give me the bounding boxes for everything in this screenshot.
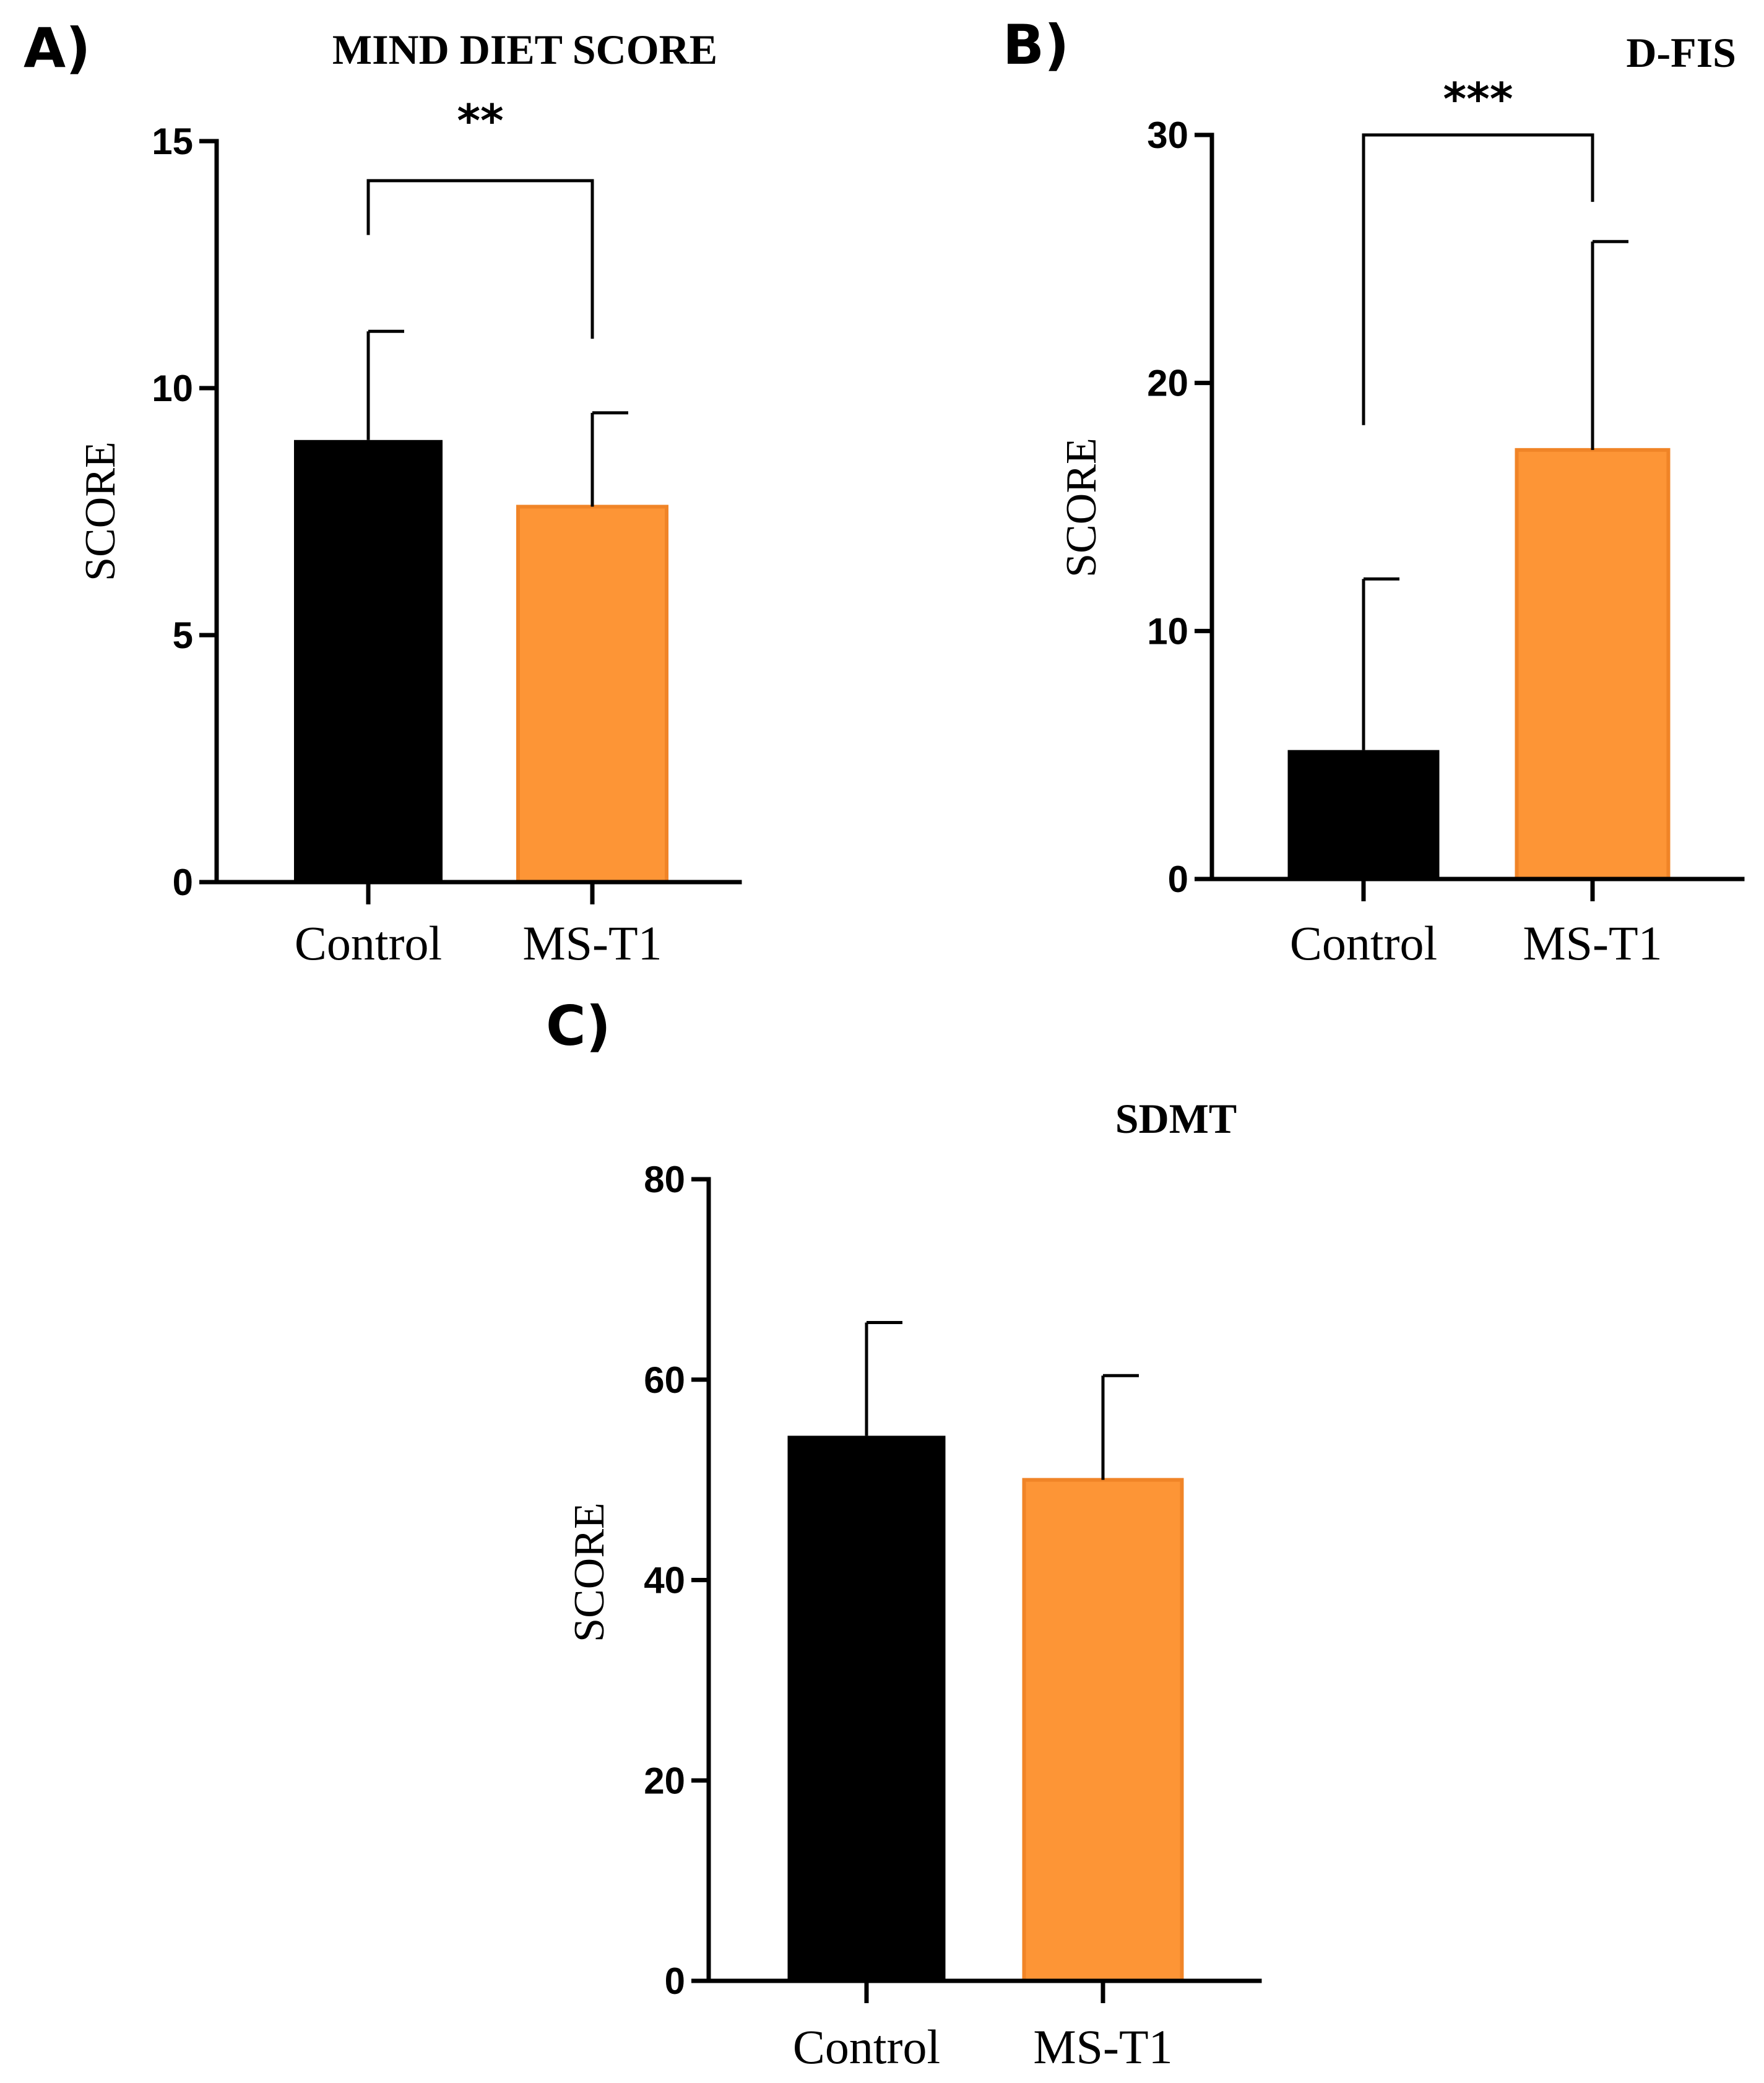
y-axis-title: SCORE [77, 441, 124, 581]
panel-label: A) [24, 16, 90, 80]
chart-title: D-FIS [1626, 29, 1736, 76]
bar-ms-t1 [1515, 448, 1671, 881]
y-tick-label: 80 [644, 1159, 685, 1200]
y-tick-label: 20 [644, 1760, 685, 1801]
y-tick-label: 0 [173, 862, 193, 903]
y-tick-label: 10 [1147, 610, 1188, 652]
chart-title: SDMT [1115, 1095, 1237, 1142]
x-tick-label-ms-t1: MS-T1 [1033, 2020, 1172, 2074]
bar-control [787, 1436, 946, 1981]
chart-panel-3: C) SDMT SCORE 0 20 40 60 80 Control MS-T1 [546, 994, 1262, 2074]
y-axis-title: SCORE [1058, 438, 1105, 578]
y-tick-label: 20 [1147, 363, 1188, 404]
y-tick-label: 10 [152, 368, 193, 409]
bar-control [1287, 750, 1440, 879]
x-tick-label-control: Control [295, 916, 442, 970]
y-tick-label: 40 [644, 1560, 685, 1601]
x-tick-label-control: Control [793, 2020, 940, 2074]
y-tick-label: 5 [173, 615, 193, 656]
x-tick-label-ms-t1: MS-T1 [522, 916, 662, 970]
chart-panel-2: B) D-FIS SCORE 0 10 20 30 Control MS-T1 *** [1003, 13, 1745, 970]
bar-ms-t1 [1022, 1478, 1184, 1983]
panel-label: C) [546, 994, 611, 1058]
y-tick-label: 60 [644, 1359, 685, 1401]
panel-label: B) [1003, 13, 1069, 77]
chart-title: MIND DIET SCORE [332, 26, 717, 73]
bar-control [294, 440, 443, 882]
bar-ms-t1 [516, 505, 668, 884]
significance-label: *** [1443, 73, 1513, 125]
significance-label: ** [457, 95, 503, 147]
y-axis-title: SCORE [566, 1502, 613, 1642]
y-tick-label: 0 [1168, 859, 1188, 900]
chart-panel-1: A) MIND DIET SCORE SCORE 0 5 10 15 Control MS-T1… [24, 16, 742, 970]
x-tick-label-ms-t1: MS-T1 [1523, 916, 1662, 970]
y-tick-label: 30 [1147, 115, 1188, 156]
x-tick-label-control: Control [1290, 916, 1437, 970]
significance-bracket [366, 179, 594, 339]
y-tick-label: 0 [665, 1960, 685, 2002]
significance-bracket [1362, 133, 1594, 425]
y-tick-label: 15 [152, 121, 193, 162]
